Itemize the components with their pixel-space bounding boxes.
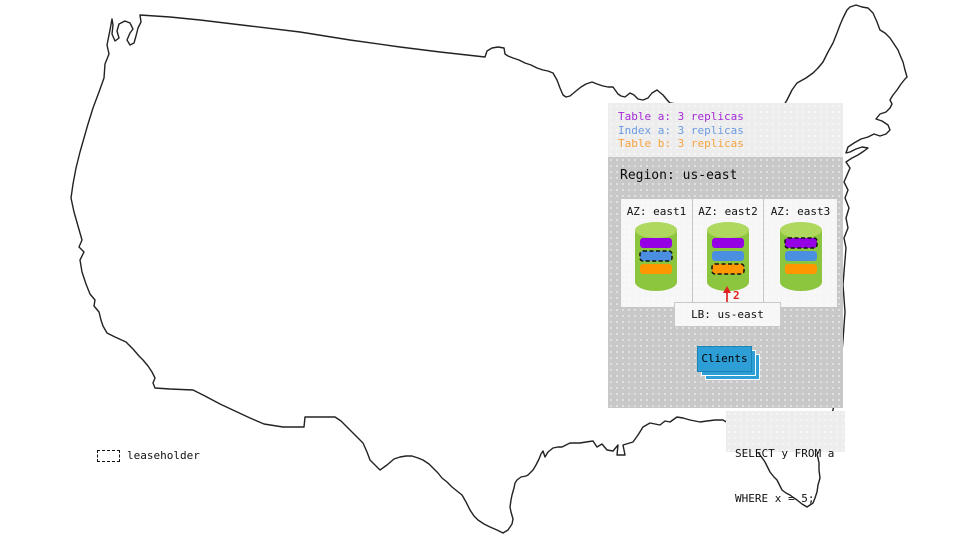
az-label-east1: AZ: east1 [626,205,687,218]
legend-line-table-a: Table a: 3 replicas [618,110,744,123]
sql-line-2: WHERE x = 5; [735,492,815,505]
replica-table-a [640,238,672,248]
replica-table-a-leaseholder [784,237,818,249]
replica-index-a [712,251,744,261]
query-arrow-icon [723,286,731,303]
leaseholder-legend-label: leaseholder [127,449,200,462]
replica-table-b [785,264,817,274]
db-node-east1 [635,222,677,291]
region-title: Region: us-east [620,168,738,183]
load-balancer-label: LB: us-east [691,308,764,321]
az-label-east3: AZ: east3 [770,205,831,218]
load-balancer-box: LB: us-east [674,302,781,327]
replica-table-a [712,238,744,248]
leaseholder-legend: leaseholder [97,449,200,462]
legend-line-table-b: Table b: 3 replicas [618,137,744,150]
arrow-step-number: 2 [733,289,740,302]
clients-box: Clients [697,346,752,372]
az-label-east2: AZ: east2 [698,205,758,218]
replica-table-b-leaseholder [711,263,745,275]
replica-table-b [640,264,672,274]
leaseholder-swatch-icon [97,449,120,462]
db-node-east2 [707,222,749,291]
replica-index-a [785,251,817,261]
replica-legend-panel: Table a: 3 replicas Index a: 3 replicas … [608,103,843,157]
sql-line-1: SELECT y FROM a [735,447,835,460]
sql-query-box: SELECT y FROM a WHERE x = 5; [726,411,845,505]
db-node-east3 [780,222,822,291]
legend-line-index-a: Index a: 3 replicas [618,123,744,137]
replica-index-a-leaseholder [639,250,673,262]
